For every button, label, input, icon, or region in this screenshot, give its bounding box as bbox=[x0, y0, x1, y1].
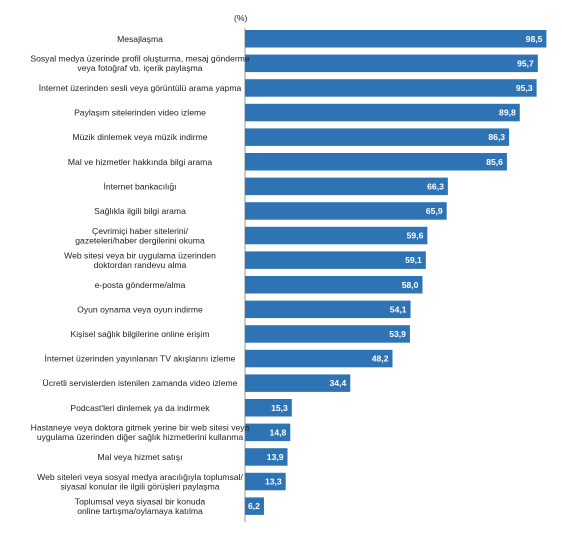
value-label-5: 86,3 bbox=[488, 132, 505, 142]
category-label-7: İnternet bankacılığı bbox=[103, 181, 176, 191]
bar-7 bbox=[245, 177, 448, 196]
category-label-5: Müzik dinlemek veya müzik indirme bbox=[72, 132, 207, 142]
bar-4 bbox=[245, 103, 520, 122]
value-label-20: 6,2 bbox=[248, 501, 260, 511]
category-label-1: Mesajlaşma bbox=[117, 34, 163, 44]
value-label-7: 66,3 bbox=[427, 181, 444, 191]
value-label-1: 98,5 bbox=[526, 34, 543, 44]
category-label-11: e-posta gönderme/alma bbox=[95, 280, 186, 290]
bar-3 bbox=[245, 79, 537, 97]
bar-19 bbox=[245, 472, 286, 491]
bar-2 bbox=[245, 54, 538, 73]
bar-16 bbox=[245, 399, 292, 417]
category-label-16: Podcast'leri dinlemek ya da indirmek bbox=[70, 403, 210, 413]
value-label-11: 58,0 bbox=[402, 280, 419, 290]
bar-18 bbox=[245, 448, 288, 466]
bar-20 bbox=[245, 497, 264, 515]
value-label-3: 95,3 bbox=[516, 83, 533, 93]
category-label-15: Ücretli servislerden istenilen zamanda v… bbox=[43, 378, 238, 388]
value-label-2: 95,7 bbox=[517, 58, 534, 68]
value-label-6: 85,6 bbox=[486, 157, 503, 167]
bar-8 bbox=[245, 202, 447, 220]
bar-15 bbox=[245, 374, 351, 392]
category-label-17: Hastaneye veya doktora gitmek yerine bir… bbox=[31, 423, 250, 443]
value-label-9: 59,6 bbox=[407, 231, 424, 241]
bar-6 bbox=[245, 153, 507, 171]
value-label-14: 48,2 bbox=[372, 354, 389, 364]
category-label-19: Web siteleri veya sosyal medya aracılığı… bbox=[37, 472, 243, 492]
value-label-10: 59,1 bbox=[405, 255, 422, 265]
category-label-13: Kişisel sağlık bilgilerine online erişim bbox=[71, 329, 210, 339]
bar-11 bbox=[245, 276, 423, 294]
value-label-15: 34,4 bbox=[330, 378, 347, 388]
bar-17 bbox=[245, 423, 291, 442]
category-label-12: Oyun oynama veya oyun indirme bbox=[77, 304, 203, 314]
value-label-16: 15,3 bbox=[271, 403, 288, 413]
bar-13 bbox=[245, 325, 410, 343]
category-labels-group: Mesajlaşma Sosyal medya üzerinde profil o… bbox=[30, 34, 249, 516]
value-label-4: 89,8 bbox=[499, 108, 516, 118]
category-label-4: Paylaşım sitelerinden video izleme bbox=[74, 108, 206, 118]
value-labels-group: 98,5 95,7 95,3 89,8 86,3 85,6 66,3 65,9 59,6 59,1… bbox=[248, 34, 543, 511]
value-label-19: 13,3 bbox=[265, 477, 282, 487]
unit-label: (%) bbox=[234, 13, 248, 23]
value-label-17: 14,8 bbox=[270, 427, 287, 437]
category-label-6: Mal ve hizmetler hakkında bilgi arama bbox=[68, 157, 212, 167]
value-label-8: 65,9 bbox=[426, 206, 443, 216]
category-label-3: İnternet üzerinden sesli veya görüntülü … bbox=[39, 83, 242, 93]
category-label-18: Mal veya hizmet satışı bbox=[97, 452, 182, 462]
category-label-14: İnternet üzerinden yayınlanan TV akışlar… bbox=[45, 354, 236, 364]
category-label-8: Sağlıkla ilgili bilgi arama bbox=[94, 206, 186, 216]
bar-14 bbox=[245, 349, 393, 368]
value-label-18: 13,9 bbox=[267, 452, 284, 462]
bar-9 bbox=[245, 226, 428, 245]
bars-group bbox=[245, 30, 547, 515]
category-label-9: Çevrimiçi haber sitelerini/gazeteleri/ha… bbox=[75, 226, 205, 246]
category-label-10: Web sitesi veya bir uygulama üzerinden do… bbox=[64, 250, 216, 270]
category-label-20: Toplumsal veya siyasal bir konuda online … bbox=[75, 496, 206, 516]
category-label-2: Sosyal medya üzerinde profil oluşturma, … bbox=[30, 54, 249, 74]
bar-1 bbox=[245, 30, 547, 48]
bar-12 bbox=[245, 300, 411, 319]
value-label-13: 53,9 bbox=[389, 329, 406, 339]
bar-5 bbox=[245, 128, 510, 146]
bar-10 bbox=[245, 251, 426, 269]
value-label-12: 54,1 bbox=[390, 304, 407, 314]
